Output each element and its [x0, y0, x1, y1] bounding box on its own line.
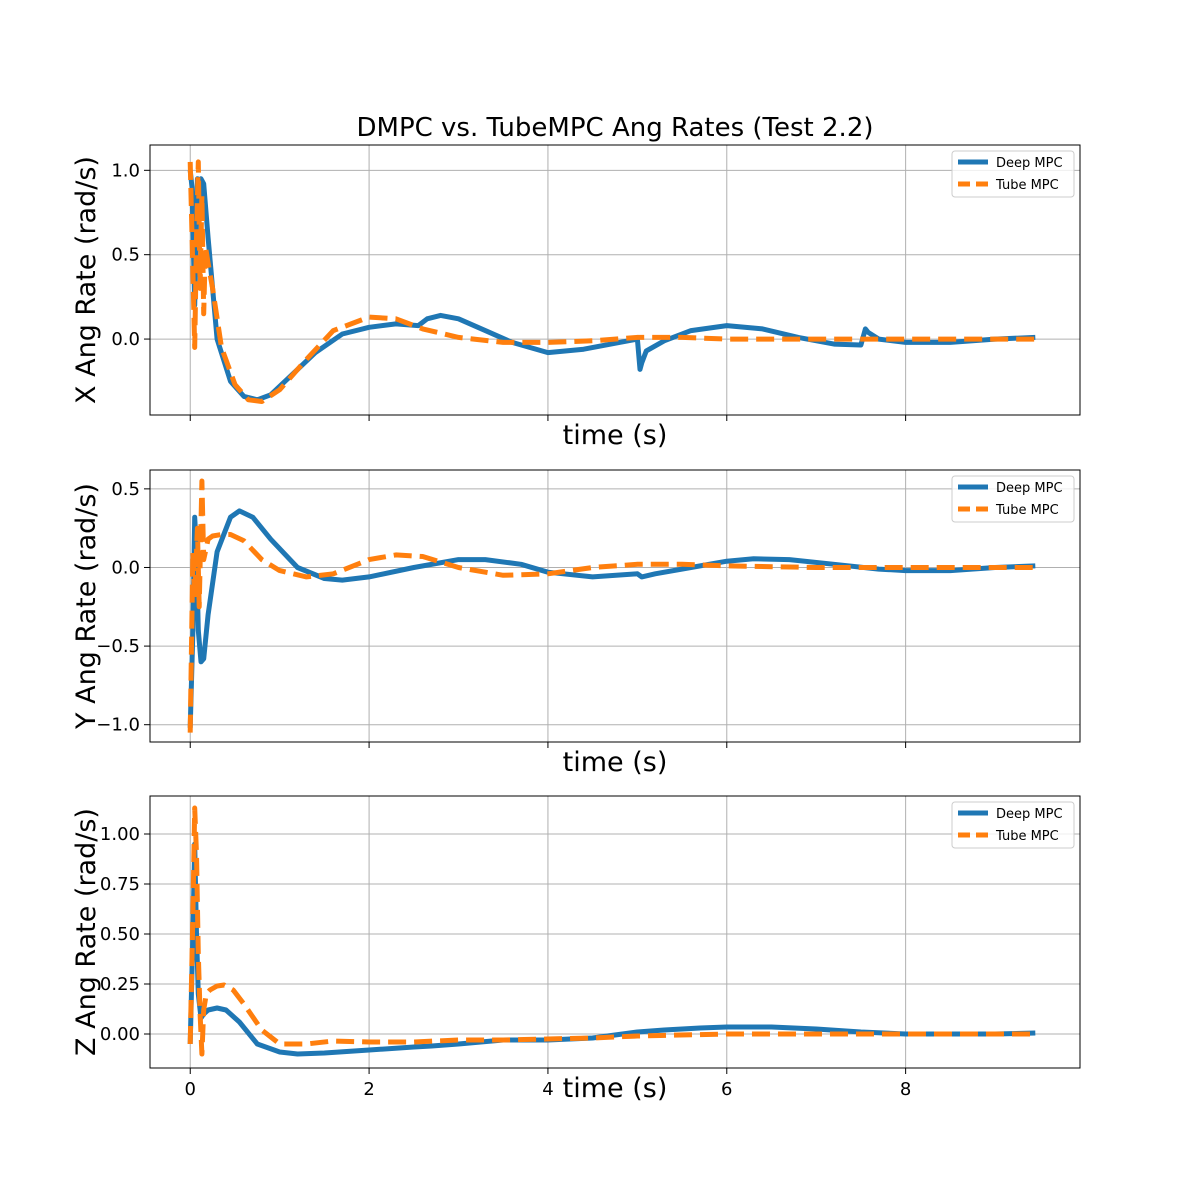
x-ang-rate-series-deep-mpc	[187, 170, 1036, 403]
z-ang-rate-series-tube-mpc	[187, 805, 1036, 1057]
z-ang-rate-xtick-label: 6	[721, 1079, 732, 1100]
x-ang-rate-ytick-label: 0.5	[111, 245, 140, 266]
y-ang-rate-ytick-label: 0.0	[111, 557, 140, 578]
z-ang-rate-ytick-label: 0.25	[100, 974, 140, 995]
y-ang-rate-legend-label: Tube MPC	[995, 503, 1059, 518]
z-ang-rate-legend: Deep MPC Tube MPC	[951, 801, 1075, 849]
subplots: 0.0 0.5 1.0 time (s) X Ang Rate (rad/s) Deep …	[71, 144, 1081, 1104]
z-ang-rate-ylabel: Z Ang Rate (rad/s)	[71, 808, 102, 1056]
y-ang-rate-legend: Deep MPC Tube MPC	[951, 475, 1075, 523]
z-ang-rate-legend-label: Deep MPC	[996, 807, 1063, 822]
z-ang-rate-panel: 0 2 4 6 8 0.00 0.25 0.50 0.75 1.00 time (s) Z Ang R…	[71, 795, 1081, 1104]
x-ang-rate-ytick-label: 0.0	[111, 329, 140, 350]
y-ang-rate-ytick-label: −1.0	[96, 715, 140, 736]
x-ang-rate-legend-label: Tube MPC	[995, 178, 1059, 193]
y-ang-rate-axes-frame	[149, 469, 1081, 743]
y-ang-rate-legend-label: Deep MPC	[996, 481, 1063, 496]
x-ang-rate-panel: 0.0 0.5 1.0 time (s) X Ang Rate (rad/s) Deep …	[71, 144, 1081, 451]
z-ang-rate-ytick-label: 0.00	[100, 1024, 140, 1045]
z-ang-rate-xtick-label: 4	[542, 1079, 553, 1100]
x-ang-rate-ylabel: X Ang Rate (rad/s)	[71, 156, 102, 404]
x-ang-rate-legend-label: Deep MPC	[996, 156, 1063, 171]
y-ang-rate-ylabel: Y Ang Rate (rad/s)	[71, 483, 102, 730]
x-ang-rate-legend: Deep MPC Tube MPC	[951, 150, 1075, 198]
y-ang-rate-series-tube-mpc	[187, 478, 1036, 733]
x-ang-rate-xlabel: time (s)	[563, 420, 668, 451]
x-ang-rate-series-tube-mpc	[187, 159, 1036, 404]
z-ang-rate-legend-label: Tube MPC	[995, 829, 1059, 844]
z-ang-rate-xlabel: time (s)	[563, 1073, 668, 1104]
y-ang-rate-series-deep-mpc	[187, 508, 1036, 728]
chart-title: DMPC vs. TubeMPC Ang Rates (Test 2.2)	[356, 113, 873, 143]
z-ang-rate-ytick-label: 0.50	[100, 924, 140, 945]
z-ang-rate-ytick-label: 1.00	[100, 824, 140, 845]
z-ang-rate-xtick-label: 0	[185, 1079, 196, 1100]
z-ang-rate-xtick-label: 2	[363, 1079, 374, 1100]
z-ang-rate-axes-frame	[149, 795, 1081, 1069]
x-ang-rate-ytick-label: 1.0	[111, 160, 140, 181]
z-ang-rate-ytick-label: 0.75	[100, 874, 140, 895]
y-ang-rate-ytick-label: 0.5	[111, 479, 140, 500]
y-ang-rate-xlabel: time (s)	[563, 747, 668, 778]
z-ang-rate-series-deep-mpc	[187, 841, 1036, 1057]
y-ang-rate-ytick-label: −0.5	[96, 636, 140, 657]
z-ang-rate-xtick-label: 8	[900, 1079, 911, 1100]
y-ang-rate-panel: −1.0 −0.5 0.0 0.5 time (s) Y Ang Rate (rad/s)…	[71, 469, 1081, 778]
x-ang-rate-axes-frame	[149, 144, 1081, 416]
